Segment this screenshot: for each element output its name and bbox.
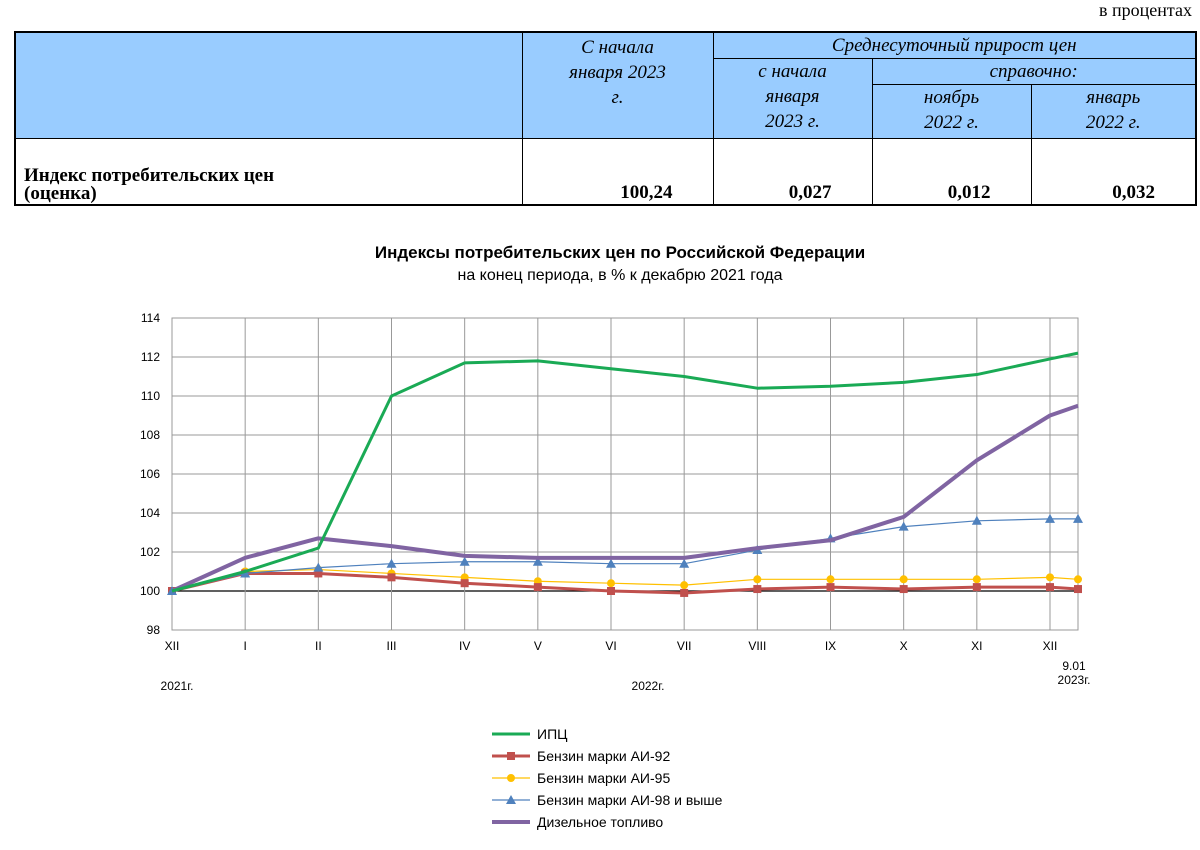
data-point — [607, 579, 615, 588]
series-line — [171, 571, 1079, 595]
y-tick-label: 104 — [140, 506, 160, 520]
legend-item: Бензин марки АИ-92 — [492, 748, 670, 764]
value-ref-november: 0,012 — [871, 138, 1032, 205]
legend-label: Бензин марки АИ-98 и выше — [537, 792, 723, 808]
units-label: в процентах — [1099, 0, 1192, 20]
header-reference: справочно: — [871, 58, 1197, 85]
data-point — [507, 752, 515, 760]
y-tick-label: 100 — [140, 584, 160, 598]
x-tick-label: V — [534, 639, 542, 653]
data-point — [506, 795, 516, 804]
data-point — [1046, 583, 1054, 592]
year-label: 2023г. — [1058, 673, 1091, 687]
legend-label: Бензин марки АИ-95 — [537, 770, 670, 786]
legend-item: Бензин марки АИ-95 — [492, 770, 670, 786]
data-point — [972, 583, 981, 592]
y-tick-label: 106 — [140, 467, 160, 481]
data-point — [1046, 573, 1054, 582]
series-line — [171, 518, 1078, 592]
data-point — [826, 583, 835, 592]
data-point — [753, 585, 762, 594]
header-since-january: С начала января 2023 г. — [521, 31, 714, 139]
series-line — [171, 568, 1079, 592]
data-point — [680, 588, 689, 597]
chart-subtitle: на конец периода, в % к декабрю 2021 год… — [457, 267, 782, 284]
data-point — [972, 575, 981, 584]
y-tick-label: 114 — [141, 311, 160, 325]
x-tick-label: VIII — [748, 639, 766, 653]
table-corner-cell — [14, 31, 523, 139]
data-point — [507, 774, 515, 782]
data-point — [1073, 513, 1083, 523]
x-tick-label: I — [243, 639, 246, 653]
value-ref-january: 0,032 — [1030, 138, 1197, 205]
x-tick-label: IV — [459, 639, 470, 653]
chart-legend: ИПЦ Бензин марки АИ-92 Бензин марки АИ-95 Б… — [492, 726, 723, 830]
data-point — [314, 569, 323, 578]
header-ref-november: ноябрь 2022 г. — [871, 84, 1032, 139]
legend-label: Бензин марки АИ-92 — [537, 748, 670, 764]
legend-item: Бензин марки АИ-98 и выше — [492, 792, 723, 808]
data-point — [313, 562, 324, 572]
data-point — [386, 558, 397, 568]
y-tick-label: 98 — [147, 623, 161, 637]
data-point — [899, 575, 908, 584]
y-tick-label: 108 — [140, 428, 160, 442]
value-since-january: 100,24 — [521, 138, 714, 205]
header-daily-growth: Среднесуточный прирост цен — [712, 31, 1197, 59]
data-point — [1074, 585, 1082, 594]
chart-title: Индексы потребительских цен по Российско… — [375, 243, 865, 262]
data-point — [606, 558, 616, 568]
data-point — [459, 556, 470, 566]
chart-grid — [171, 317, 1079, 631]
data-point — [679, 558, 690, 568]
series-1 — [171, 351, 1079, 593]
header-daily-since-january: с начала января 2023 г. — [712, 58, 873, 139]
data-point — [826, 575, 835, 584]
data-point — [898, 521, 909, 531]
x-tick-label: X — [900, 639, 908, 653]
x-tick-label: XII — [1043, 639, 1058, 653]
year-label: 2021г. — [161, 679, 194, 693]
legend-label: Дизельное топливо — [537, 814, 663, 830]
header-ref-january: январь 2022 г. — [1030, 84, 1197, 139]
chart-series — [167, 351, 1083, 597]
data-point — [971, 515, 982, 525]
series-4 — [167, 513, 1083, 595]
data-point — [1074, 575, 1082, 584]
y-tick-label: 102 — [140, 545, 160, 559]
data-point — [460, 579, 469, 588]
year-label: 2022г. — [632, 679, 665, 693]
data-point — [753, 575, 762, 584]
data-point — [533, 583, 542, 592]
data-point — [532, 556, 543, 566]
x-tick-label: VII — [677, 639, 692, 653]
data-point — [387, 573, 396, 582]
data-point — [899, 585, 908, 594]
x-tick-label: II — [315, 639, 322, 653]
data-point — [607, 587, 615, 595]
legend-label: ИПЦ — [537, 726, 568, 742]
data-point — [680, 581, 689, 590]
legend-item: Дизельное топливо — [492, 814, 663, 830]
x-tick-label: 9.01 — [1062, 659, 1086, 673]
x-tick-label: XII — [165, 639, 180, 653]
series-line — [171, 403, 1079, 593]
y-tick-label: 112 — [141, 350, 160, 364]
x-tick-label: III — [386, 639, 396, 653]
series-5 — [171, 403, 1079, 593]
x-tick-label: VI — [605, 639, 616, 653]
legend-item: ИПЦ — [492, 726, 568, 742]
value-daily-since-january: 0,027 — [712, 138, 873, 205]
series-line — [171, 351, 1079, 593]
row-label-cpi: Индекс потребительских цен (оценка) — [14, 138, 523, 205]
cpi-summary-table: С начала января 2023 г. Среднесуточный п… — [14, 31, 1198, 206]
data-point — [1045, 513, 1055, 523]
x-tick-label: XI — [971, 639, 982, 653]
x-tick-label: IX — [825, 639, 836, 653]
y-tick-label: 110 — [141, 389, 160, 403]
